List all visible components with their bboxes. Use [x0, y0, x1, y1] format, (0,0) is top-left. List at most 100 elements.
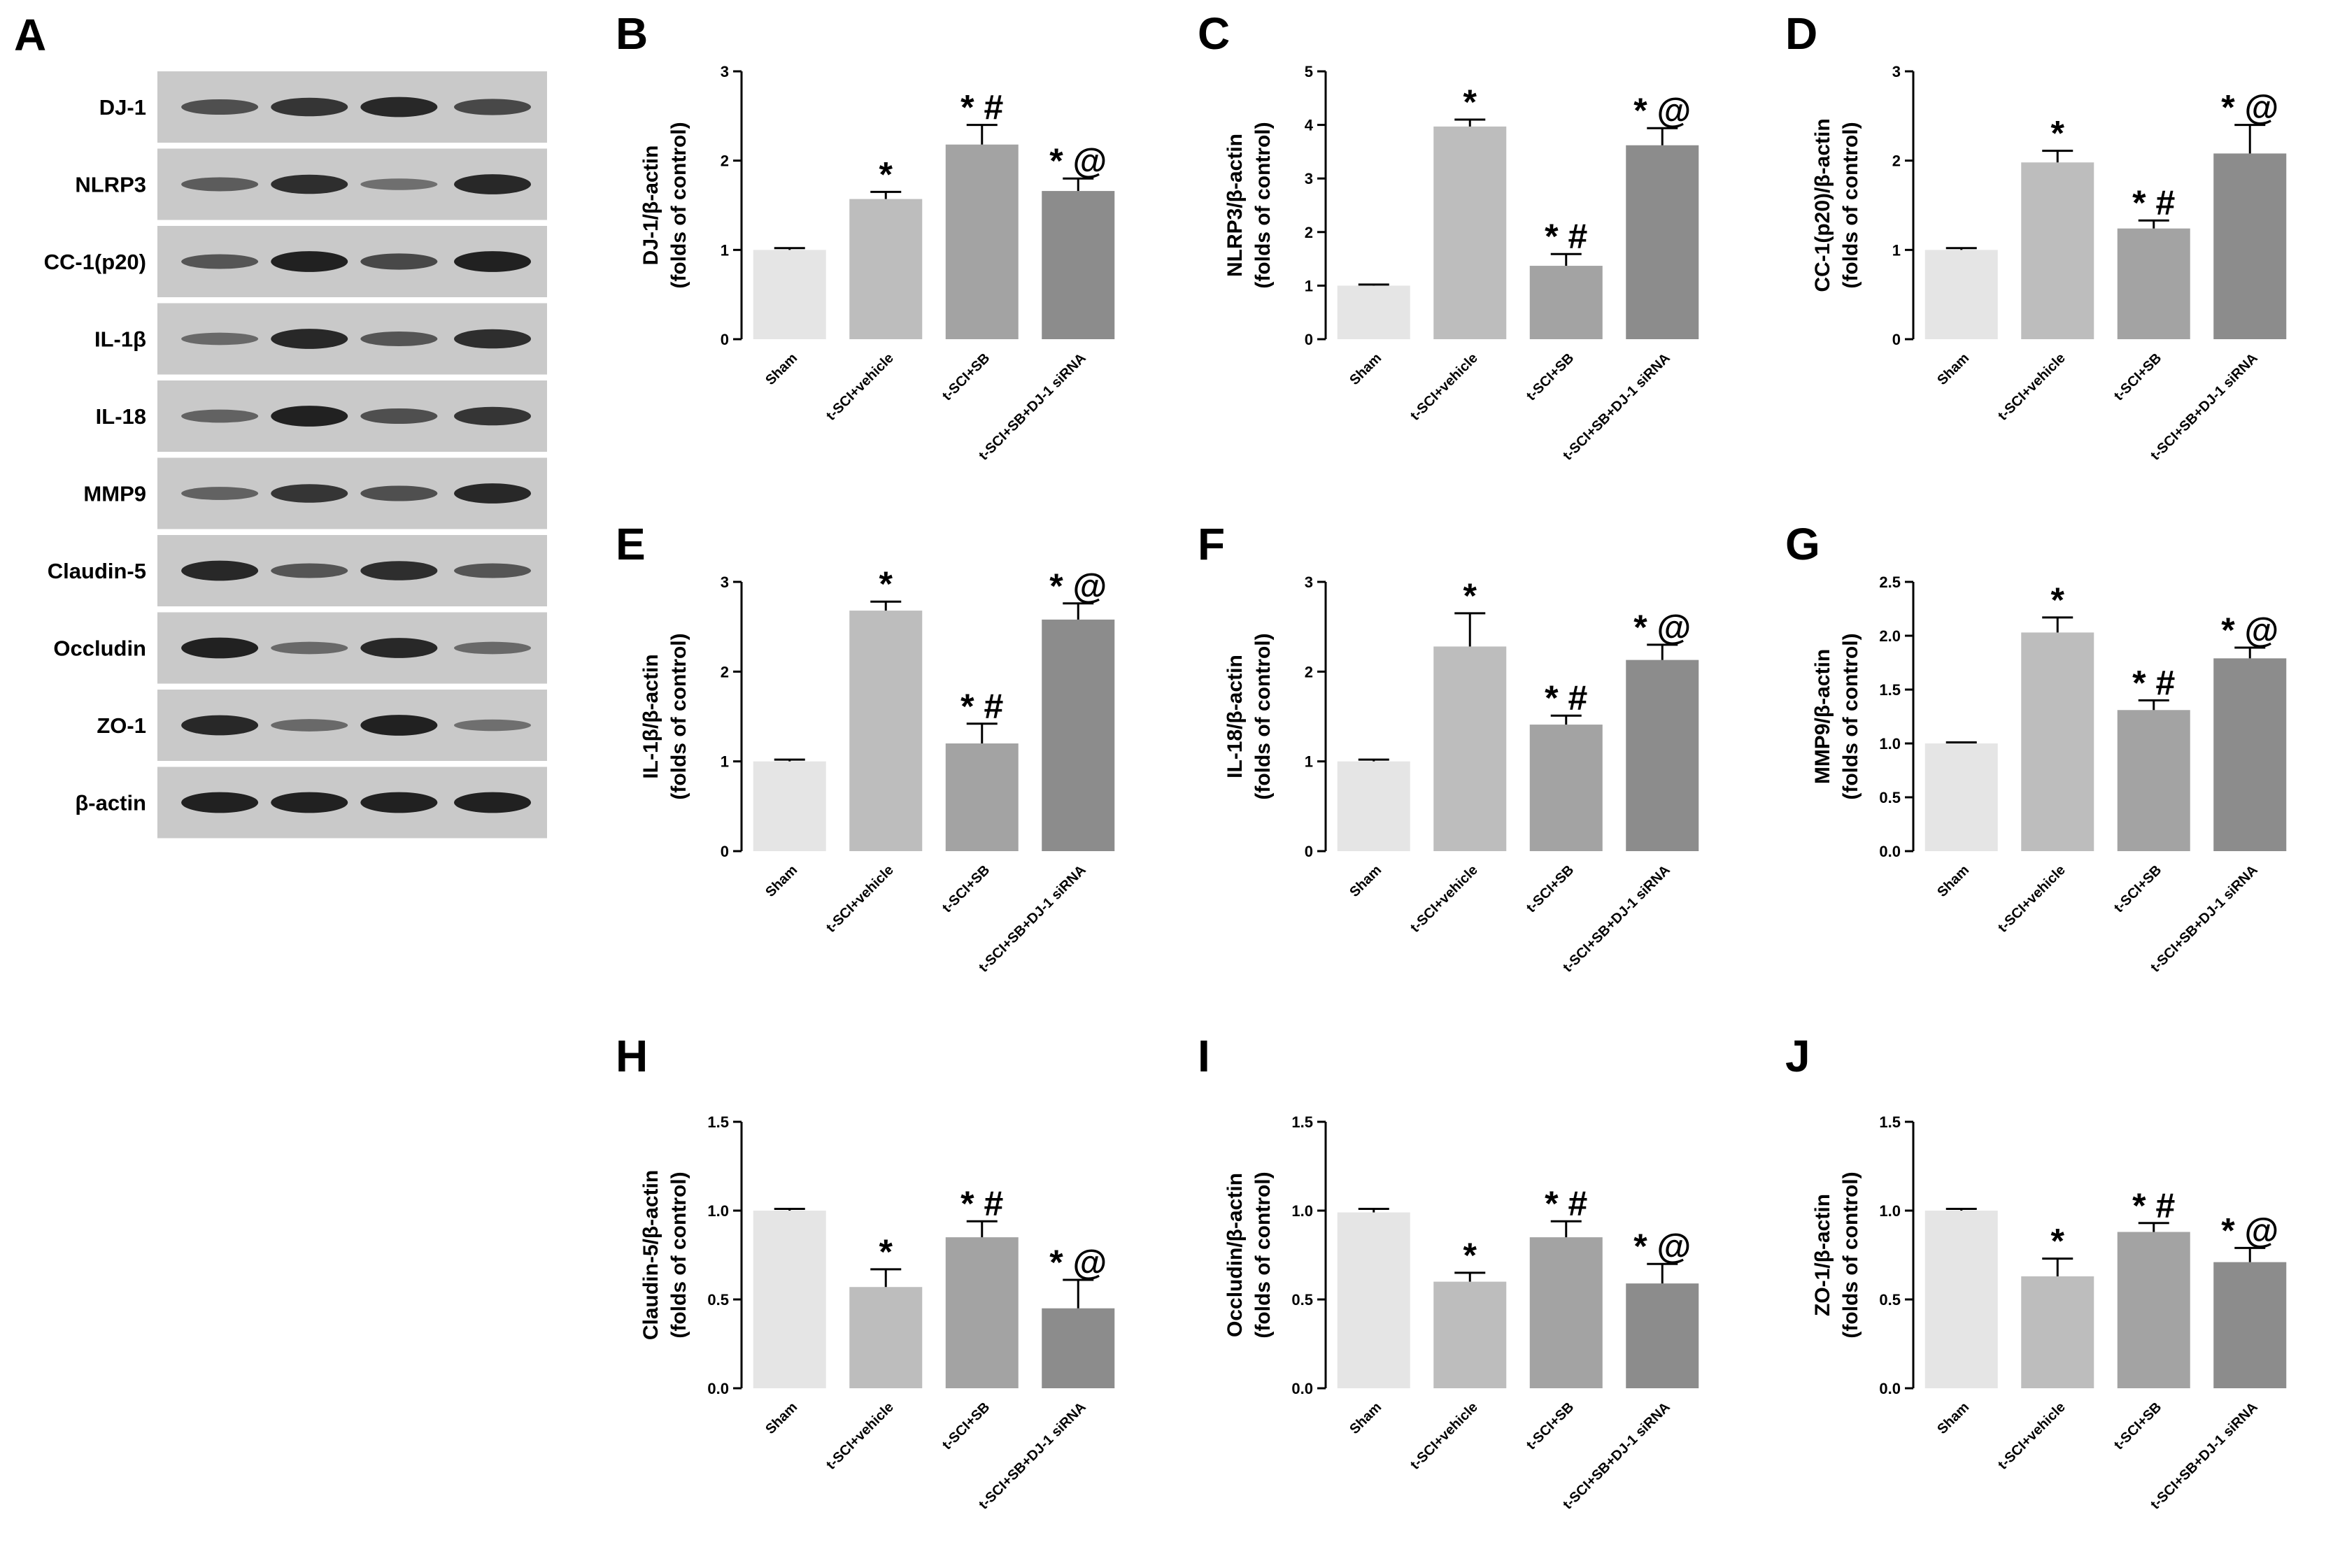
y-axis-label: IL-1β/β-actin — [639, 654, 662, 778]
category-label: Sham — [763, 862, 800, 900]
category-label: Sham — [763, 350, 800, 388]
panel-letter: F — [1198, 519, 1225, 569]
y-tick-label: 0.5 — [707, 1291, 729, 1309]
y-tick-label: 3 — [721, 573, 729, 591]
blot-label: IL-18 — [96, 404, 146, 429]
bar — [1529, 266, 1603, 339]
y-axis-label: ZO-1/β-actin — [1811, 1194, 1834, 1316]
y-axis-label: (folds of control) — [1252, 633, 1275, 799]
blot-band — [181, 560, 259, 581]
blot-band — [271, 719, 348, 732]
category-label: t-SCI+SB — [939, 1399, 993, 1453]
blot-band — [360, 561, 438, 580]
y-tick-label: 1 — [721, 241, 729, 259]
significance-label: * — [2051, 114, 2065, 153]
category-label: t-SCI+SB — [1524, 350, 1577, 404]
blot-band — [181, 792, 259, 813]
y-tick-label: 2.0 — [1879, 627, 1901, 645]
bar — [945, 1237, 1019, 1388]
bar — [1433, 1281, 1507, 1388]
blot-band — [181, 99, 259, 115]
panel-letter: B — [616, 8, 648, 59]
chart-panel-i: I 0.0 0.5 1.0 1.5 Occludin/β-actin (folds of c… — [1198, 1031, 1699, 1513]
bar — [1337, 1212, 1410, 1388]
category-label: t-SCI+SB+DJ-1 siRNA — [1560, 862, 1673, 976]
significance-label: * @ — [1633, 608, 1691, 647]
blot-band — [360, 178, 438, 190]
category-label: Sham — [763, 1399, 800, 1437]
blot-band — [360, 638, 438, 658]
western-blot-panel: A DJ-1 NLRP3 CC-1(p20) IL-1β IL-18 MMP9 Claudin… — [14, 10, 547, 839]
significance-label: * — [2051, 580, 2065, 620]
y-tick-label: 1.5 — [1291, 1113, 1313, 1131]
blot-band — [271, 251, 348, 272]
blot-band — [181, 637, 259, 659]
panel-letter: J — [1785, 1031, 1810, 1081]
bar — [1042, 619, 1115, 851]
y-axis-label: (folds of control) — [1839, 1171, 1862, 1338]
y-tick-label: 1.5 — [707, 1113, 729, 1131]
blot-row: IL-1β — [94, 303, 547, 375]
category-label: t-SCI+vehicle — [1408, 862, 1481, 936]
y-tick-label: 1.0 — [1879, 1202, 1901, 1220]
y-tick-label: 3 — [1892, 63, 1901, 80]
bar — [1337, 285, 1410, 339]
y-axis-label: Claudin-5/β-actin — [639, 1170, 662, 1340]
y-tick-label: 3 — [1305, 170, 1313, 187]
chart-panel-g: G 0.0 0.5 1.0 1.5 2.0 2.5 MMP9/β-actin (folds of… — [1785, 519, 2287, 976]
category-label: t-SCI+SB+DJ-1 siRNA — [1560, 1399, 1673, 1513]
y-axis-label: Occludin/β-actin — [1224, 1173, 1247, 1337]
significance-label: * # — [2132, 1186, 2175, 1225]
blot-row: ZO-1 — [97, 690, 547, 761]
y-tick-label: 0.5 — [1291, 1291, 1313, 1309]
significance-label: * @ — [1049, 1243, 1107, 1282]
bar — [1042, 191, 1115, 339]
y-tick-label: 1.5 — [1879, 681, 1901, 699]
category-label: t-SCI+SB+DJ-1 siRNA — [2148, 1399, 2261, 1513]
blot-row: Occludin — [53, 612, 547, 684]
blot-band — [454, 641, 532, 655]
y-tick-label: 1.0 — [707, 1202, 729, 1220]
significance-label: * # — [1545, 1184, 1587, 1223]
category-label: t-SCI+vehicle — [1408, 1399, 1481, 1473]
significance-label: * # — [1545, 678, 1587, 718]
blot-label: NLRP3 — [75, 173, 146, 197]
blot-band — [360, 332, 438, 346]
category-label: t-SCI+SB+DJ-1 siRNA — [976, 862, 1089, 976]
blot-row: IL-18 — [96, 380, 547, 452]
y-tick-label: 1.0 — [1879, 735, 1901, 753]
significance-label: * — [879, 564, 893, 604]
bar — [849, 1287, 923, 1388]
bar — [2117, 1232, 2190, 1388]
category-label: Sham — [1934, 1399, 1972, 1437]
bar — [1924, 743, 1998, 851]
blot-row: β-actin — [75, 767, 547, 839]
significance-label: * — [879, 1232, 893, 1271]
bar — [1529, 1237, 1603, 1388]
y-tick-label: 0 — [1305, 843, 1313, 860]
significance-label: * # — [960, 687, 1003, 726]
y-tick-label: 4 — [1305, 117, 1314, 134]
panel-letter: E — [616, 519, 646, 569]
bar — [849, 611, 923, 851]
blot-band — [181, 715, 259, 736]
blot-band — [360, 253, 438, 270]
panel-letter: D — [1785, 8, 1817, 59]
y-axis-label: (folds of control) — [667, 122, 690, 288]
significance-label: * # — [2132, 183, 2175, 222]
y-tick-label: 2 — [1305, 224, 1313, 241]
chart-panel-f: F 0 1 2 3 IL-18/β-actin (folds of control) Sham… — [1198, 519, 1699, 976]
blot-label: DJ-1 — [99, 95, 146, 120]
significance-label: * # — [960, 1184, 1003, 1223]
blot-label: IL-1β — [94, 327, 146, 352]
category-label: t-SCI+SB — [939, 862, 993, 915]
panel-letter: I — [1198, 1031, 1210, 1081]
blot-band — [181, 487, 259, 500]
significance-label: * @ — [1049, 566, 1107, 606]
blot-band — [360, 792, 438, 813]
y-tick-label: 0 — [721, 843, 729, 860]
significance-label: * # — [2132, 663, 2175, 702]
blot-band — [271, 792, 348, 813]
